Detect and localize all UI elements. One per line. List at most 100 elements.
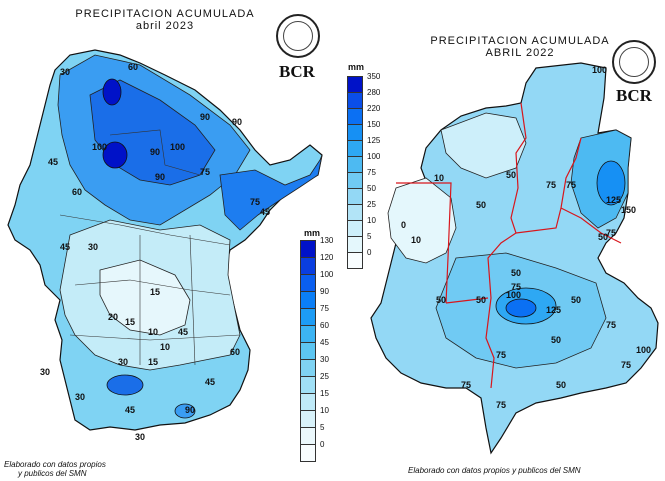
contour-label: 50	[551, 335, 561, 345]
contour-label: 45	[205, 377, 215, 387]
legend-swatch	[347, 188, 363, 205]
contour-label: 100	[592, 65, 607, 75]
contour-label: 75	[496, 400, 506, 410]
legend-label: 5	[367, 232, 372, 241]
right-max-cell-northeast	[596, 160, 626, 206]
legend-swatch	[347, 236, 363, 253]
right-low-zone-north	[440, 112, 527, 179]
contour-label: 75	[461, 380, 471, 390]
contour-label: 90	[232, 117, 242, 127]
contour-label: 50	[476, 295, 486, 305]
left-logo-seal	[276, 14, 320, 58]
legend-swatch	[347, 76, 363, 93]
contour-label: 30	[88, 242, 98, 252]
legend-swatch	[300, 393, 316, 411]
contour-label: 10	[148, 327, 158, 337]
legend-label: 100	[320, 270, 334, 279]
right-footer: Elaborado con datos propios y publicos d…	[408, 466, 581, 475]
legend-swatch	[347, 204, 363, 221]
left-subtitle-text: abril 2023	[135, 20, 195, 32]
legend-label: 75	[320, 304, 329, 313]
legend-label: 45	[320, 338, 329, 347]
right-title-text: PRECIPITACION ACUMULADA	[430, 35, 610, 47]
legend-label: 25	[367, 200, 376, 209]
left-brand-logo: BCR	[279, 62, 315, 81]
contour-label: 100	[170, 142, 185, 152]
contour-label: 0	[401, 220, 406, 230]
contour-label: 75	[496, 350, 506, 360]
left-map-title: PRECIPITACION ACUMULADA abril 2023	[60, 8, 270, 32]
contour-label: 90	[150, 147, 160, 157]
contour-label: 45	[260, 207, 270, 217]
contour-label: 30	[75, 392, 85, 402]
contour-label: 75	[250, 197, 260, 207]
right-province-borders	[396, 102, 622, 389]
contour-label: 10	[411, 235, 421, 245]
contour-label: 50	[436, 295, 446, 305]
right-legend-unit: mm	[348, 62, 365, 72]
legend-label: 90	[320, 287, 329, 296]
legend-label: 100	[367, 152, 381, 161]
contour-label: 50	[511, 268, 521, 278]
contour-label: 30	[40, 367, 50, 377]
right-brand-logo: BCR	[616, 86, 652, 105]
contour-label: 90	[200, 112, 210, 122]
legend-swatch	[300, 257, 316, 275]
contour-label: 60	[128, 62, 138, 72]
legend-label: 10	[367, 216, 376, 225]
contour-label: 15	[148, 357, 158, 367]
left-footer-line2: y publicos del SMN	[18, 469, 87, 478]
contour-label: 50	[476, 200, 486, 210]
legend-swatch	[347, 140, 363, 157]
right-legend: 350 280 220 150 125 100 75 50 25 10 5 0	[347, 72, 387, 276]
left-east-band	[219, 154, 323, 231]
contour-label: 50	[556, 380, 566, 390]
contour-label: 75	[546, 180, 556, 190]
legend-swatch	[300, 359, 316, 377]
legend-swatch	[347, 156, 363, 173]
legend-swatch	[300, 274, 316, 292]
contour-label: 75	[606, 320, 616, 330]
legend-label: 30	[320, 355, 329, 364]
left-footer: Elaborado con datos propios y publicos d…	[4, 460, 124, 478]
contour-label: 75	[200, 167, 210, 177]
legend-label: 50	[367, 184, 376, 193]
contour-label: 150	[621, 205, 636, 215]
legend-label: 0	[367, 248, 372, 257]
legend-label: 75	[367, 168, 376, 177]
contour-label: 20	[108, 312, 118, 322]
left-cell-south	[174, 403, 196, 419]
legend-swatch	[347, 220, 363, 237]
legend-label: 60	[320, 321, 329, 330]
legend-label: 5	[320, 423, 325, 432]
legend-swatch	[300, 444, 316, 462]
legend-swatch	[300, 240, 316, 258]
left-max-cell-center	[102, 141, 128, 169]
contour-label: 75	[566, 180, 576, 190]
contour-label: 60	[230, 347, 240, 357]
legend-swatch	[300, 342, 316, 360]
left-cell-southwest	[106, 374, 144, 396]
left-title-text: PRECIPITACION ACUMULADA	[75, 8, 255, 20]
legend-swatch	[347, 124, 363, 141]
legend-swatch	[347, 108, 363, 125]
legend-label: 10	[320, 406, 329, 415]
legend-swatch	[300, 376, 316, 394]
left-dry-zone	[99, 259, 191, 336]
contour-label: 45	[125, 405, 135, 415]
left-max-cell-north	[102, 78, 122, 106]
contour-label: 30	[60, 67, 70, 77]
contour-label: 90	[155, 172, 165, 182]
contour-label: 50	[598, 232, 608, 242]
legend-label: 15	[320, 389, 329, 398]
contour-label: 45	[48, 157, 58, 167]
legend-label: 125	[367, 136, 381, 145]
legend-swatch	[300, 325, 316, 343]
legend-swatch	[300, 410, 316, 428]
contour-label: 50	[506, 170, 516, 180]
contour-label: 75	[511, 282, 521, 292]
